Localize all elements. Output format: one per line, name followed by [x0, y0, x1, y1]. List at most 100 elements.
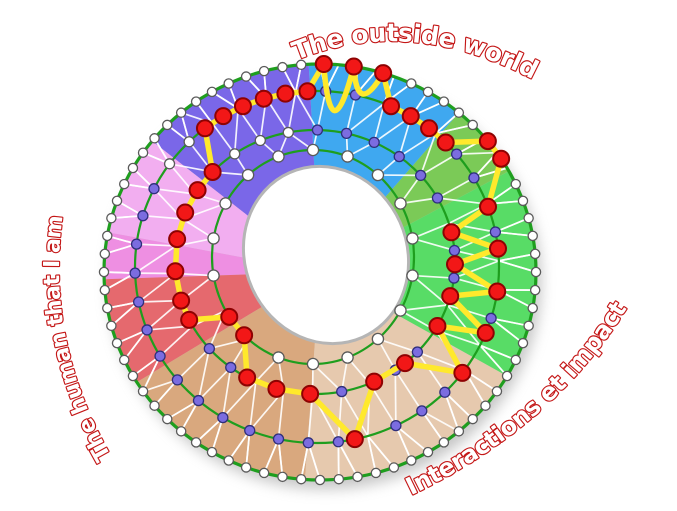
red-node: [220, 307, 239, 326]
donut-hole: [241, 164, 411, 346]
edge-line: [180, 400, 200, 432]
purple-node: [416, 405, 428, 417]
white-node: [111, 195, 123, 207]
white-node: [501, 370, 513, 382]
edge-line: [412, 222, 450, 240]
white-node: [163, 158, 176, 170]
edge-line: [233, 108, 239, 154]
white-node: [422, 446, 434, 458]
edge-line: [211, 417, 224, 453]
white-node: [480, 400, 491, 411]
white-node: [467, 413, 478, 425]
red-node: [233, 97, 252, 116]
edge-line: [134, 245, 177, 274]
red-node: [401, 107, 420, 126]
white-node: [406, 455, 417, 466]
white-node: [127, 162, 139, 174]
purple-node: [244, 424, 256, 437]
white-node: [98, 266, 110, 278]
edge-line: [444, 391, 474, 420]
white-node: [99, 248, 111, 260]
white-node: [406, 269, 419, 282]
edge-line: [456, 151, 497, 155]
edge-line: [307, 442, 321, 481]
white-node: [127, 370, 139, 382]
purple-node: [450, 148, 463, 160]
red-node: [195, 119, 214, 138]
edge-line: [197, 348, 211, 401]
white-node: [529, 284, 541, 296]
purple-node: [393, 150, 405, 163]
purple-node: [448, 244, 461, 257]
edge-line: [421, 410, 460, 433]
edge-line: [377, 338, 418, 353]
white-node: [137, 147, 149, 158]
white-node: [258, 65, 270, 77]
edge-line: [447, 304, 492, 320]
edge-line: [490, 317, 529, 327]
red-node: [489, 239, 508, 258]
edge-line: [473, 167, 508, 179]
red-node: [374, 64, 393, 83]
purple-node: [390, 419, 402, 432]
purple-node: [431, 192, 444, 204]
edge-line: [176, 347, 210, 381]
red-node: [395, 354, 414, 373]
purple-node: [485, 312, 497, 324]
edge-line: [104, 272, 136, 291]
white-node: [137, 386, 149, 397]
purple-node: [217, 411, 229, 424]
purple-node: [141, 324, 153, 336]
purple-node: [468, 172, 480, 184]
red-node: [172, 291, 191, 310]
white-node: [240, 462, 252, 473]
red-nodes: [166, 55, 511, 449]
red-node: [428, 316, 447, 335]
edge-line: [142, 214, 183, 220]
edge-line: [195, 416, 224, 444]
red-node: [176, 203, 195, 222]
white-node: [406, 232, 419, 245]
white-node: [219, 197, 232, 210]
white-node: [341, 150, 354, 163]
edge-line: [245, 430, 251, 468]
purple-node: [148, 183, 160, 195]
white-node: [102, 230, 113, 242]
white-node: [341, 351, 354, 364]
purple-node: [130, 238, 143, 250]
edge-line: [437, 197, 488, 205]
white-node: [106, 320, 117, 332]
edge-line: [498, 260, 537, 273]
white-node: [190, 96, 202, 107]
purple-node: [272, 433, 285, 445]
edge-line: [490, 317, 524, 344]
purple-node: [129, 267, 141, 279]
white-node: [295, 59, 307, 71]
edge-line: [435, 124, 473, 135]
white-node: [272, 351, 285, 364]
white-node: [530, 266, 542, 278]
edge-line: [123, 329, 148, 361]
white-node: [438, 96, 450, 107]
white-node: [510, 354, 522, 366]
white-node: [370, 467, 382, 479]
white-node: [352, 471, 363, 483]
edge-line: [345, 94, 357, 134]
white-node: [206, 86, 218, 98]
edge-line: [316, 91, 327, 131]
graph-edges: [103, 63, 537, 481]
edge-line: [498, 253, 536, 262]
white-node: [371, 332, 385, 346]
red-node: [436, 133, 455, 152]
white-node: [162, 119, 173, 131]
edge-line: [453, 260, 500, 279]
red-node: [276, 84, 295, 103]
red-node: [203, 162, 222, 181]
purple-node: [192, 394, 205, 407]
red-node: [476, 323, 495, 342]
white-node: [517, 195, 529, 207]
purple-node: [489, 226, 502, 238]
edge-line: [367, 435, 395, 468]
purple-node: [154, 350, 166, 362]
